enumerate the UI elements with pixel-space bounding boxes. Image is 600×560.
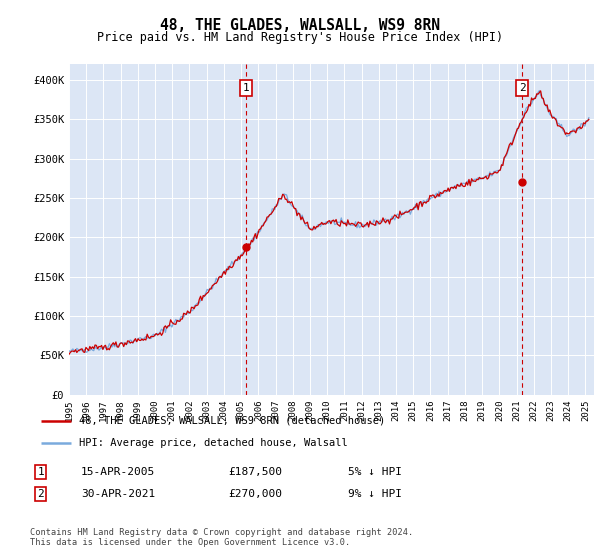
Text: 2: 2 <box>519 83 526 93</box>
Text: Contains HM Land Registry data © Crown copyright and database right 2024.
This d: Contains HM Land Registry data © Crown c… <box>30 528 413 547</box>
Text: 2: 2 <box>37 489 44 499</box>
Text: 48, THE GLADES, WALSALL, WS9 8RN: 48, THE GLADES, WALSALL, WS9 8RN <box>160 18 440 33</box>
Text: 15-APR-2005: 15-APR-2005 <box>81 466 155 477</box>
Text: 5% ↓ HPI: 5% ↓ HPI <box>348 466 402 477</box>
Text: Price paid vs. HM Land Registry's House Price Index (HPI): Price paid vs. HM Land Registry's House … <box>97 31 503 44</box>
Text: 48, THE GLADES, WALSALL, WS9 8RN (detached house): 48, THE GLADES, WALSALL, WS9 8RN (detach… <box>79 416 385 426</box>
Text: £187,500: £187,500 <box>228 466 282 477</box>
Text: 1: 1 <box>37 466 44 477</box>
Text: 30-APR-2021: 30-APR-2021 <box>81 489 155 499</box>
Text: 9% ↓ HPI: 9% ↓ HPI <box>348 489 402 499</box>
Text: 1: 1 <box>243 83 250 93</box>
Text: HPI: Average price, detached house, Walsall: HPI: Average price, detached house, Wals… <box>79 438 348 447</box>
Text: £270,000: £270,000 <box>228 489 282 499</box>
